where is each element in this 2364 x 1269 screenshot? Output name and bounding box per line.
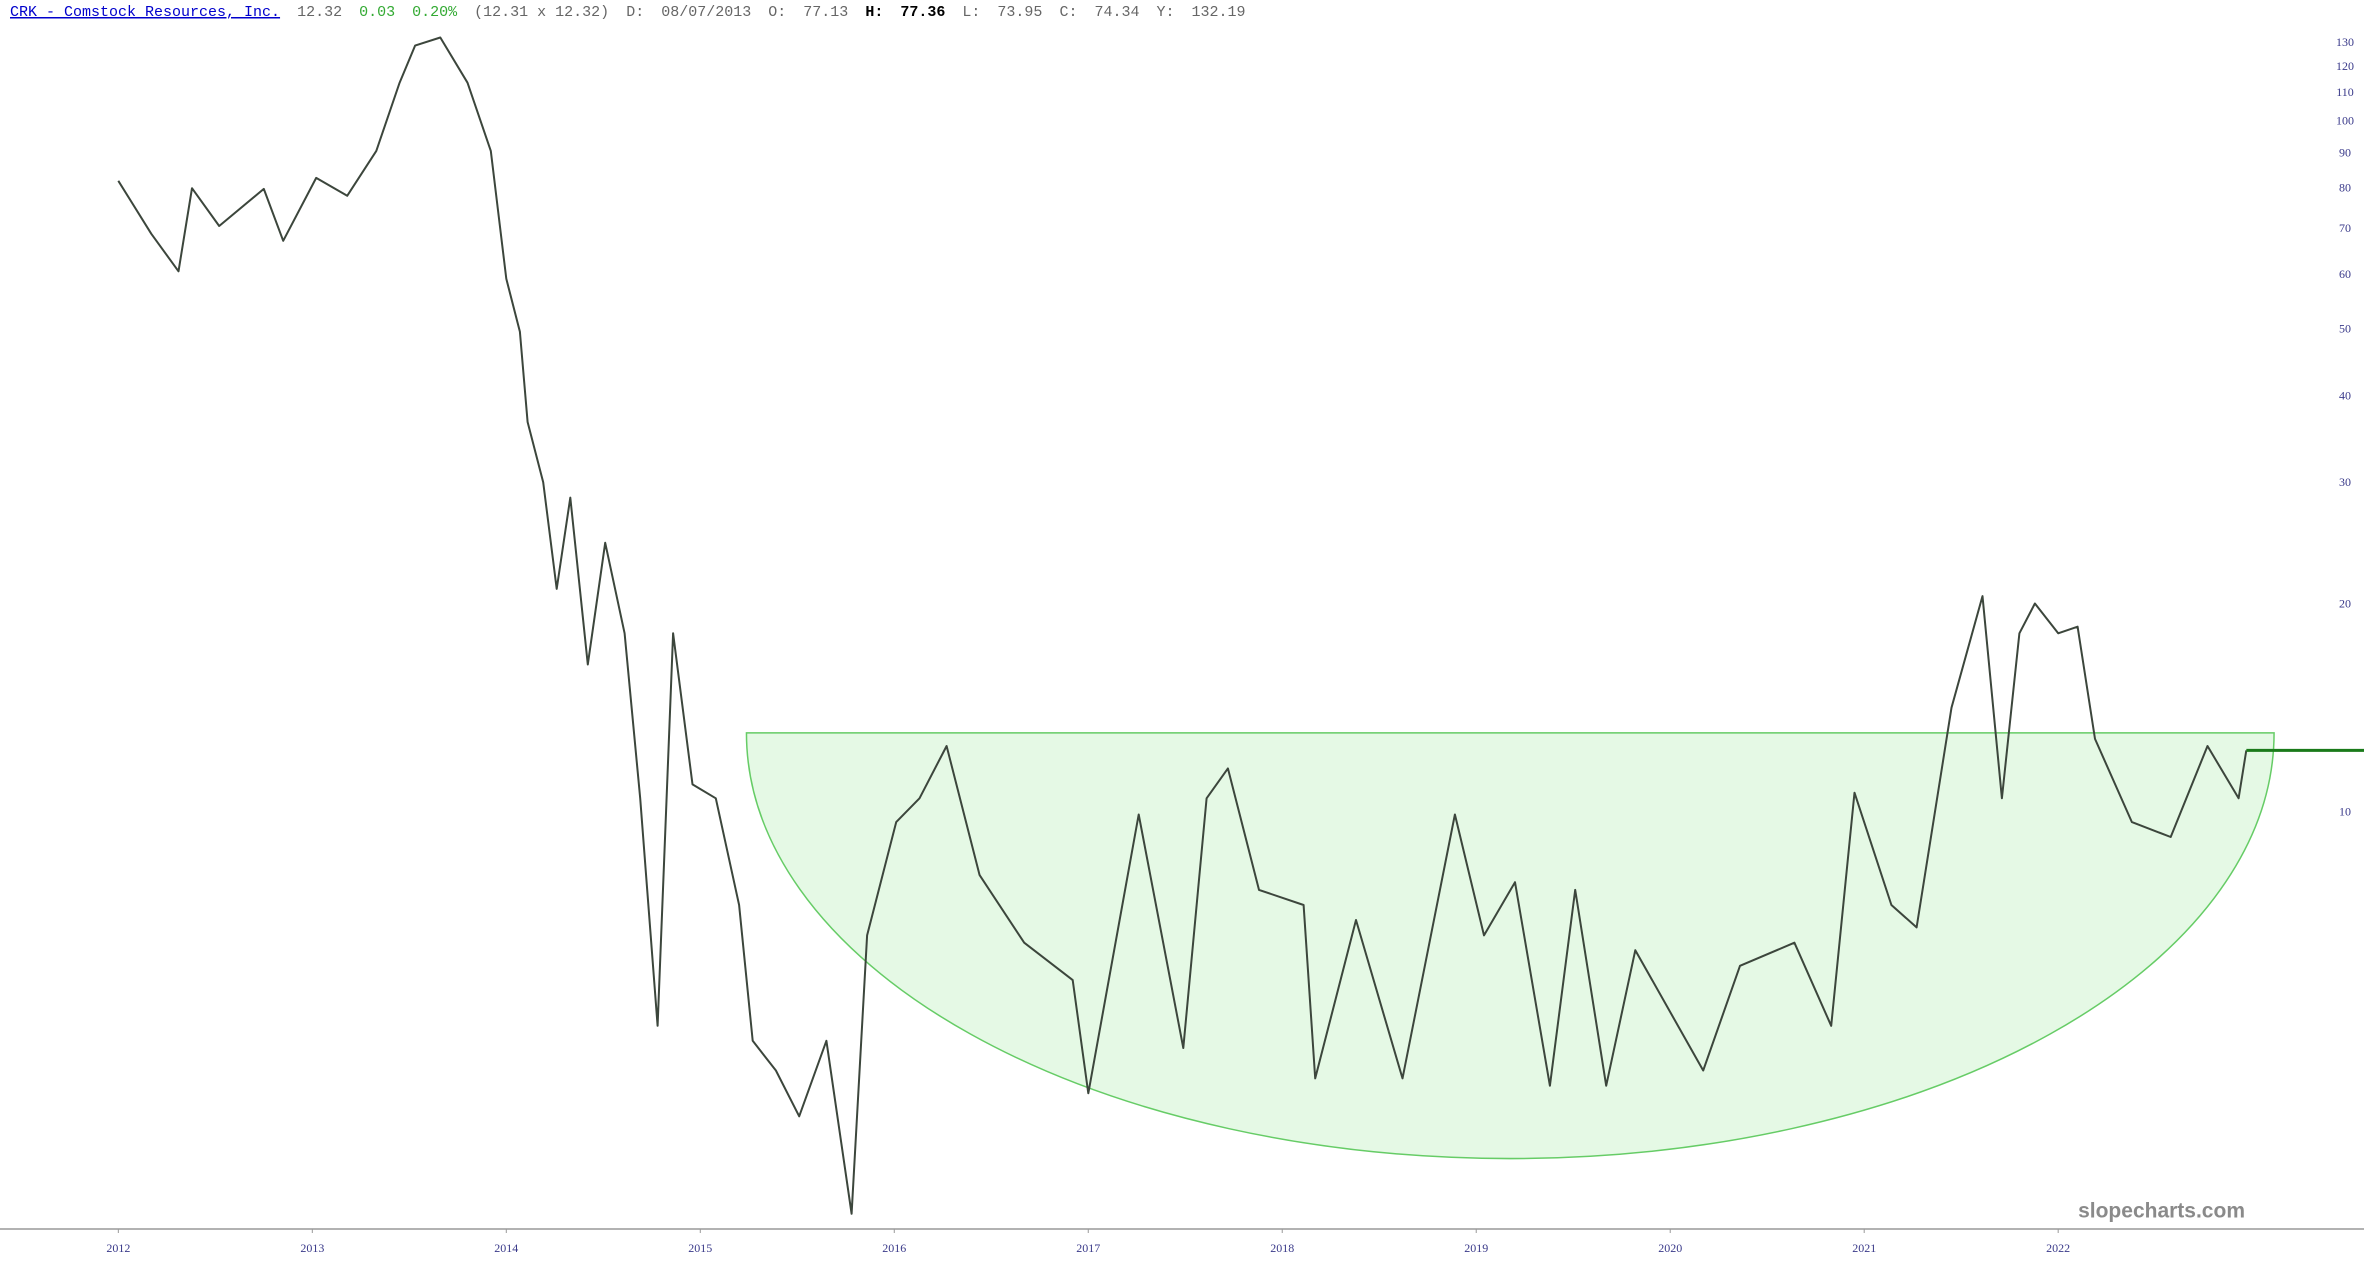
y-tick-label: 30 bbox=[2339, 475, 2351, 489]
y-tick-label: 120 bbox=[2336, 59, 2354, 73]
x-tick-label: 2020 bbox=[1658, 1241, 1682, 1255]
y-tick-label: 50 bbox=[2339, 322, 2351, 336]
low-label: L: bbox=[962, 4, 980, 21]
y-tick-label: 70 bbox=[2339, 221, 2351, 235]
y-tick-label: 130 bbox=[2336, 35, 2354, 49]
year-label: Y: bbox=[1157, 4, 1175, 21]
y-tick-label: 10 bbox=[2339, 805, 2351, 819]
x-tick-label: 2019 bbox=[1464, 1241, 1488, 1255]
price-line bbox=[117, 36, 2248, 1215]
x-tick-label: 2022 bbox=[2046, 1241, 2070, 1255]
x-tick-label: 2018 bbox=[1270, 1241, 1294, 1255]
header: CRK - Comstock Resources, Inc. 12.32 0.0… bbox=[10, 4, 1246, 21]
year-value: 132.19 bbox=[1192, 4, 1246, 21]
close: 74.34 bbox=[1094, 4, 1139, 21]
open: 77.13 bbox=[803, 4, 848, 21]
cup-pattern bbox=[745, 732, 2275, 1160]
y-tick-label: 60 bbox=[2339, 267, 2351, 281]
y-tick-label: 100 bbox=[2336, 114, 2354, 128]
x-tick-label: 2014 bbox=[494, 1241, 518, 1255]
high: 77.36 bbox=[900, 4, 945, 21]
watermark: slopecharts.com bbox=[2078, 1200, 2245, 1223]
high-label: H: bbox=[865, 4, 883, 21]
close-label: C: bbox=[1059, 4, 1077, 21]
x-tick-label: 2013 bbox=[300, 1241, 324, 1255]
x-tick-label: 2021 bbox=[1852, 1241, 1876, 1255]
y-tick-label: 20 bbox=[2339, 597, 2351, 611]
low: 73.95 bbox=[997, 4, 1042, 21]
change-pct: 0.20% bbox=[412, 4, 458, 21]
y-tick-label: 90 bbox=[2339, 145, 2351, 159]
symbol-link[interactable]: CRK - Comstock Resources, Inc. bbox=[10, 4, 280, 21]
y-tick-label: 110 bbox=[2336, 85, 2354, 99]
x-tick-label: 2017 bbox=[1076, 1241, 1100, 1255]
y-tick-label: 80 bbox=[2339, 181, 2351, 195]
bid-ask: (12.31 x 12.32) bbox=[474, 4, 609, 21]
x-tick-label: 2015 bbox=[688, 1241, 712, 1255]
y-tick-label: 40 bbox=[2339, 389, 2351, 403]
date: 08/07/2013 bbox=[661, 4, 751, 21]
open-label: O: bbox=[768, 4, 786, 21]
cup-shape bbox=[745, 732, 2275, 1160]
change: 0.03 bbox=[359, 4, 395, 21]
last-price: 12.32 bbox=[297, 4, 342, 21]
x-tick-label: 2016 bbox=[882, 1241, 906, 1255]
date-label: D: bbox=[626, 4, 644, 21]
x-tick-label: 2012 bbox=[106, 1241, 130, 1255]
